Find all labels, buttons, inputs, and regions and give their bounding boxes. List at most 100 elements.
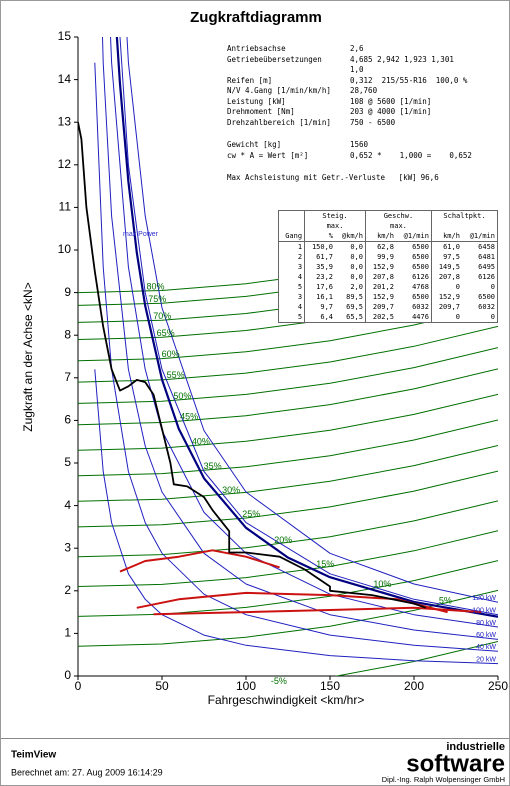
table-cell: 209,7 [430, 302, 462, 312]
table-cell: 149,5 [430, 262, 462, 272]
table-header-row: Gang% @km/h km/h @1/min km/h @1/min [278, 231, 498, 242]
y-tick-label: 13 [58, 114, 72, 128]
table-cell: 23,2 [304, 272, 336, 282]
table-row: 3 16,1 89,5 152,9 6500 152,9 6500 [279, 292, 498, 302]
table-cell: 6500 [478, 293, 495, 301]
table-cell: 0,0 [350, 273, 363, 281]
table-cell: 0 [430, 312, 462, 323]
table-column-header: Gang [278, 231, 305, 242]
info-label: Drehzahlbereich [1/min] [227, 117, 331, 127]
table-cell: 5 [297, 283, 303, 291]
info-line: Getriebeübersetzungen 4,685 2,942 1,923 1… [227, 55, 472, 66]
x-tick-label: 150 [320, 679, 340, 693]
table-cell: 0,0 [350, 263, 363, 271]
table-cell: 3 [297, 263, 303, 271]
power-label: 80 kW [476, 620, 496, 627]
info-label: cw * A = Wert [m²] [227, 150, 309, 160]
info-label: Leistung [kW] [227, 96, 286, 106]
info-value: 2,6 [350, 44, 364, 53]
table-cell: 35,9 [304, 262, 336, 272]
table-cell: 0,0 [350, 253, 363, 261]
table-cell: 61,0 [430, 241, 462, 252]
info-value: 203 @ 4000 [1/min] [350, 107, 432, 116]
table-cell: 69,5 [346, 303, 363, 311]
table-cell: 6495 [478, 263, 495, 271]
gradient-label: 60% [162, 349, 180, 359]
info-line: cw * A = Wert [m²] 0,652 * 1,000 = 0,652 [227, 151, 472, 162]
gear-curve [153, 606, 482, 616]
info-label: Reifen [m] [227, 75, 273, 85]
info-block: Antriebsachse 2,6 Getriebeübersetzungen 4,6… [227, 44, 472, 196]
table-cell: 6458 [478, 243, 495, 251]
info-label: Drehmoment [Nm] [227, 107, 295, 116]
footer-separator [1, 738, 509, 739]
info-line: 1,0 [227, 65, 472, 76]
gradient-label: 15% [316, 559, 334, 569]
table-cell: 0,0 [350, 243, 363, 251]
table-cell: 99,9 [364, 252, 396, 262]
table-cell: 9,7 [304, 302, 336, 312]
gradient-label: 50% [173, 391, 191, 401]
power-curve [94, 62, 498, 652]
info-line: N/V 4.Gang [1/min/km/h] 28,760 [227, 86, 472, 97]
table-sub-header: max. [364, 221, 432, 231]
company: Dipl.-Ing. Ralph Wolpensinger GmbH [382, 775, 505, 784]
table-cell: 4476 [412, 313, 429, 321]
gear-curve [119, 549, 280, 573]
power-label: 120 kW [472, 595, 496, 602]
gradient-label: 70% [153, 311, 171, 321]
info-group: Max Achsleistung mit Getr.-Verluste [kW]… [227, 173, 472, 184]
table-cell: 0 [430, 282, 462, 292]
table-header-row: Steig. Geschw. Schaltpkt. [279, 210, 498, 221]
gear-table: Steig. Geschw. Schaltpkt. max. max. Gang% @km/… [278, 210, 498, 323]
table-cell: 61,7 [304, 252, 336, 262]
gradient-line [78, 347, 498, 404]
gradient-label: 65% [157, 328, 175, 338]
x-tick-label: 0 [75, 679, 82, 693]
table-group-header: Schaltpkt. [430, 210, 498, 221]
table-cell: 1 [297, 243, 303, 251]
table-group-header: Steig. [304, 210, 366, 221]
table-cell: 209,7 [364, 302, 396, 312]
y-tick-label: 6 [64, 413, 71, 427]
table-cell: 6500 [412, 293, 429, 301]
power-curve [94, 369, 498, 665]
table-row: 4 23,2 0,0 207,8 6126 207,8 6126 [279, 272, 498, 282]
table-cell: 202,5 [364, 312, 396, 323]
x-tick-label: 50 [155, 679, 169, 693]
traction-curve [78, 122, 427, 609]
y-tick-label: 4 [64, 498, 71, 512]
table-cell: 207,8 [364, 272, 396, 282]
y-tick-label: 11 [59, 200, 72, 214]
info-value: 1,0 [350, 65, 364, 74]
info-line: Leistung [kW] 108 @ 5600 [1/min] [227, 97, 472, 108]
gradient-line [78, 419, 498, 477]
gradient-line [78, 368, 498, 426]
power-curve [101, 37, 498, 640]
gradient-line [334, 641, 498, 676]
table-row: 2 61,7 0,0 99,9 6500 97,5 6481 [279, 252, 498, 262]
gradient-label: -5% [271, 676, 287, 686]
gradient-label: 55% [167, 370, 185, 380]
info-label: Antriebsachse [227, 44, 286, 53]
gradient-line [78, 325, 498, 383]
table-cell: 6500 [412, 253, 429, 261]
calc-date: Berechnet am: 27. Aug 2009 16:14:29 [11, 767, 163, 777]
table-cell: 150,0 [304, 241, 336, 252]
table-cell: 2 [297, 253, 303, 261]
max-power-label: max Power [123, 231, 159, 238]
power-label: 60 kW [476, 632, 496, 639]
table-row: 3 35,9 0,0 152,9 6500 149,5 6495 [279, 262, 498, 272]
power-label: 100 kW [472, 607, 496, 614]
info-line: Antriebsachse 2,6 [227, 44, 472, 55]
table-row: 1 150,0 0,0 62,8 6500 61,0 6458 [279, 241, 498, 252]
y-tick-label: 1 [64, 626, 71, 640]
table-cell: 3 [297, 293, 303, 301]
brand: software [406, 750, 505, 777]
y-tick-label: 7 [64, 370, 71, 384]
info-value: 0,312 215/55-R16 100,0 % [350, 75, 468, 85]
table-cell: 65,5 [346, 313, 363, 321]
table-cell: 6,4 [304, 312, 336, 323]
